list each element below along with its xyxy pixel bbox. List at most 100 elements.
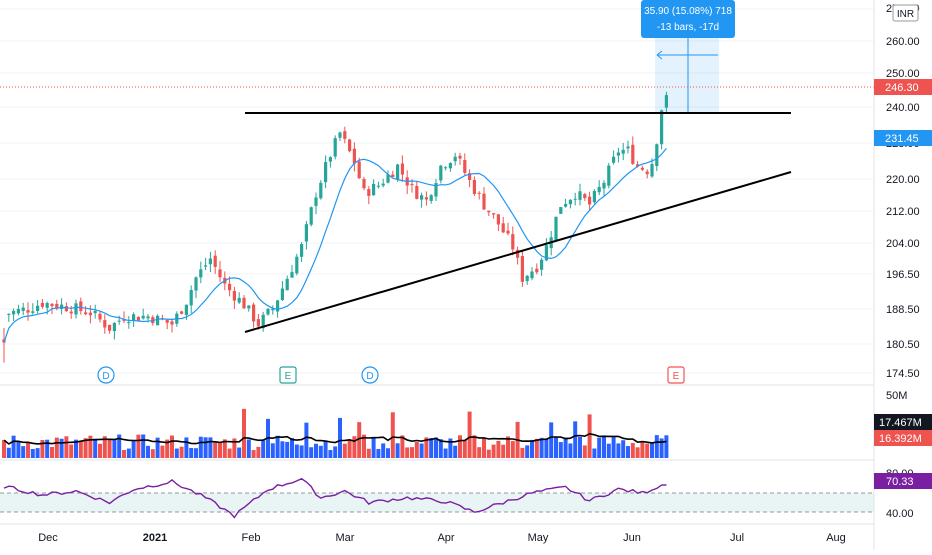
candle[interactable]: [434, 178, 438, 202]
candle[interactable]: [208, 251, 212, 272]
candle[interactable]: [180, 310, 184, 315]
candle[interactable]: [396, 163, 400, 182]
candle[interactable]: [93, 304, 97, 319]
candle[interactable]: [343, 126, 347, 144]
candle[interactable]: [420, 192, 424, 208]
candle[interactable]: [640, 165, 644, 172]
candle[interactable]: [554, 216, 558, 242]
candle[interactable]: [458, 152, 462, 165]
candle[interactable]: [616, 147, 620, 163]
candle[interactable]: [194, 276, 198, 299]
volume-pane[interactable]: [2, 408, 669, 458]
candle[interactable]: [290, 264, 294, 278]
candle[interactable]: [448, 162, 452, 172]
candle[interactable]: [631, 136, 635, 165]
candle[interactable]: [496, 214, 500, 232]
candle[interactable]: [650, 158, 654, 178]
candle[interactable]: [31, 303, 35, 315]
candle[interactable]: [295, 253, 299, 276]
candle[interactable]: [530, 267, 534, 281]
candle[interactable]: [300, 242, 304, 263]
candle[interactable]: [612, 150, 616, 165]
candle[interactable]: [348, 138, 352, 153]
candle[interactable]: [40, 299, 44, 309]
candle[interactable]: [535, 263, 539, 275]
candle[interactable]: [482, 187, 486, 210]
candle[interactable]: [108, 324, 112, 334]
candle[interactable]: [199, 261, 203, 284]
candle[interactable]: [376, 181, 380, 189]
candle[interactable]: [472, 176, 476, 196]
candle[interactable]: [98, 310, 102, 323]
candle[interactable]: [213, 250, 217, 274]
candle[interactable]: [170, 318, 174, 333]
candle[interactable]: [516, 246, 520, 265]
candle[interactable]: [252, 302, 256, 328]
candle[interactable]: [266, 308, 270, 316]
candle[interactable]: [573, 192, 577, 206]
candle[interactable]: [21, 302, 25, 316]
candle[interactable]: [645, 169, 649, 179]
candle[interactable]: [381, 178, 385, 188]
candle[interactable]: [261, 311, 265, 332]
candle[interactable]: [12, 308, 16, 322]
candle[interactable]: [597, 180, 601, 196]
candle[interactable]: [16, 304, 20, 316]
candle[interactable]: [132, 312, 136, 328]
candle[interactable]: [88, 305, 92, 324]
candle[interactable]: [271, 305, 275, 315]
candle[interactable]: [400, 155, 404, 182]
candle[interactable]: [568, 199, 572, 209]
candle[interactable]: [487, 210, 491, 217]
candle[interactable]: [7, 313, 11, 322]
candle[interactable]: [324, 155, 328, 189]
event-marker-dividend-dec[interactable]: D: [97, 366, 115, 384]
time-axis[interactable]: Dec 2021 Feb Mar Apr May Jun Jul Aug: [38, 532, 846, 544]
candle[interactable]: [127, 316, 131, 329]
candle[interactable]: [607, 162, 611, 189]
candle[interactable]: [232, 287, 236, 309]
candle[interactable]: [141, 308, 145, 320]
currency-badge[interactable]: INR: [892, 4, 919, 22]
candle[interactable]: [26, 302, 30, 321]
candle[interactable]: [415, 180, 419, 200]
candle[interactable]: [237, 292, 241, 305]
candle[interactable]: [228, 276, 232, 297]
candle[interactable]: [559, 206, 563, 215]
support-trendline[interactable]: [244, 171, 792, 333]
candle[interactable]: [429, 194, 433, 204]
candle[interactable]: [386, 170, 390, 184]
candle[interactable]: [602, 180, 606, 197]
candle[interactable]: [285, 275, 289, 291]
candle[interactable]: [74, 299, 78, 319]
candle[interactable]: [444, 166, 448, 171]
candle[interactable]: [304, 220, 308, 250]
event-marker-earnings-feb[interactable]: E: [279, 366, 297, 384]
event-marker-earnings-jun[interactable]: E: [667, 366, 685, 384]
candle[interactable]: [372, 179, 376, 196]
candle[interactable]: [36, 300, 40, 314]
candle[interactable]: [314, 192, 318, 215]
candle[interactable]: [189, 285, 193, 314]
candle[interactable]: [367, 186, 371, 205]
candle[interactable]: [60, 298, 64, 315]
candle[interactable]: [136, 316, 140, 321]
candle[interactable]: [280, 280, 284, 301]
candle[interactable]: [112, 322, 116, 340]
candle[interactable]: [564, 198, 568, 208]
candle[interactable]: [453, 152, 457, 166]
candle[interactable]: [328, 156, 332, 168]
candle[interactable]: [309, 206, 313, 227]
candle[interactable]: [242, 295, 246, 309]
candle[interactable]: [103, 314, 107, 334]
candle[interactable]: [621, 142, 625, 161]
candle[interactable]: [357, 157, 361, 179]
candle[interactable]: [664, 91, 668, 112]
candle[interactable]: [655, 143, 659, 172]
candle[interactable]: [501, 216, 505, 234]
candle[interactable]: [352, 142, 356, 172]
candle[interactable]: [511, 226, 515, 256]
candle[interactable]: [391, 170, 395, 178]
candle[interactable]: [492, 213, 496, 219]
candle[interactable]: [578, 183, 582, 206]
